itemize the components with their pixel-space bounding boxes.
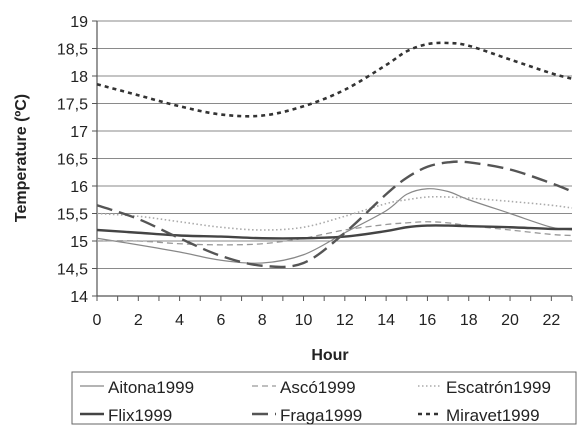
y-tick-label: 19 (70, 14, 88, 31)
x-tick-label: 18 (460, 312, 478, 329)
legend-box (71, 371, 577, 425)
y-axis-title: Temperature (ºC) (13, 94, 30, 222)
y-tick-label: 15 (70, 234, 88, 251)
y-tick-label: 14 (70, 289, 88, 306)
legend-label: Aitona1999 (108, 378, 194, 397)
series-line-fraga1999 (96, 160, 573, 269)
x-tick-label: 14 (377, 312, 395, 329)
x-axis-title: Hour (311, 347, 348, 364)
legend-label: Ascó1999 (280, 378, 356, 397)
y-tick-label: 18 (70, 69, 88, 86)
series-line-flix1999 (96, 224, 573, 240)
legend-label: Flix1999 (108, 406, 172, 425)
y-tick-label: 16,5 (57, 152, 88, 169)
x-tick-label: 10 (295, 312, 313, 329)
x-tick-label: 16 (419, 312, 437, 329)
y-tick-label: 16 (70, 179, 88, 196)
y-tick-label: 18,5 (57, 42, 88, 59)
x-tick-label: 2 (134, 312, 143, 329)
legend-label: Miravet1999 (446, 406, 540, 425)
x-tick-label: 6 (216, 312, 225, 329)
y-tick-label: 15,5 (57, 207, 88, 224)
axes: 14 14,5 15 15,5 16 16,5 17 17,5 18 18,5 19 0 2 4 6 8 10 1… (57, 14, 573, 329)
x-tick-label: 4 (175, 312, 184, 329)
series-lines (96, 41, 573, 269)
y-tick-label: 14,5 (57, 262, 88, 279)
x-tick-label: 22 (542, 312, 560, 329)
legend: Aitona1999 Ascó1999 Escatrón1999 Flix1999 Fr… (71, 371, 577, 425)
gridlines (97, 20, 572, 297)
series-line-aitona1999 (96, 188, 573, 264)
legend-label: Escatrón1999 (446, 378, 551, 397)
x-tick-label: 8 (258, 312, 267, 329)
x-tick-label: 20 (501, 312, 519, 329)
y-tick-label: 17 (70, 124, 88, 141)
y-tick-label: 17,5 (57, 97, 88, 114)
x-tick-label: 12 (336, 312, 354, 329)
legend-label: Fraga1999 (280, 406, 362, 425)
x-tick-label: 0 (93, 312, 102, 329)
series-line-escatrón1999 (96, 195, 573, 231)
series-line-miravet1999 (96, 41, 573, 118)
